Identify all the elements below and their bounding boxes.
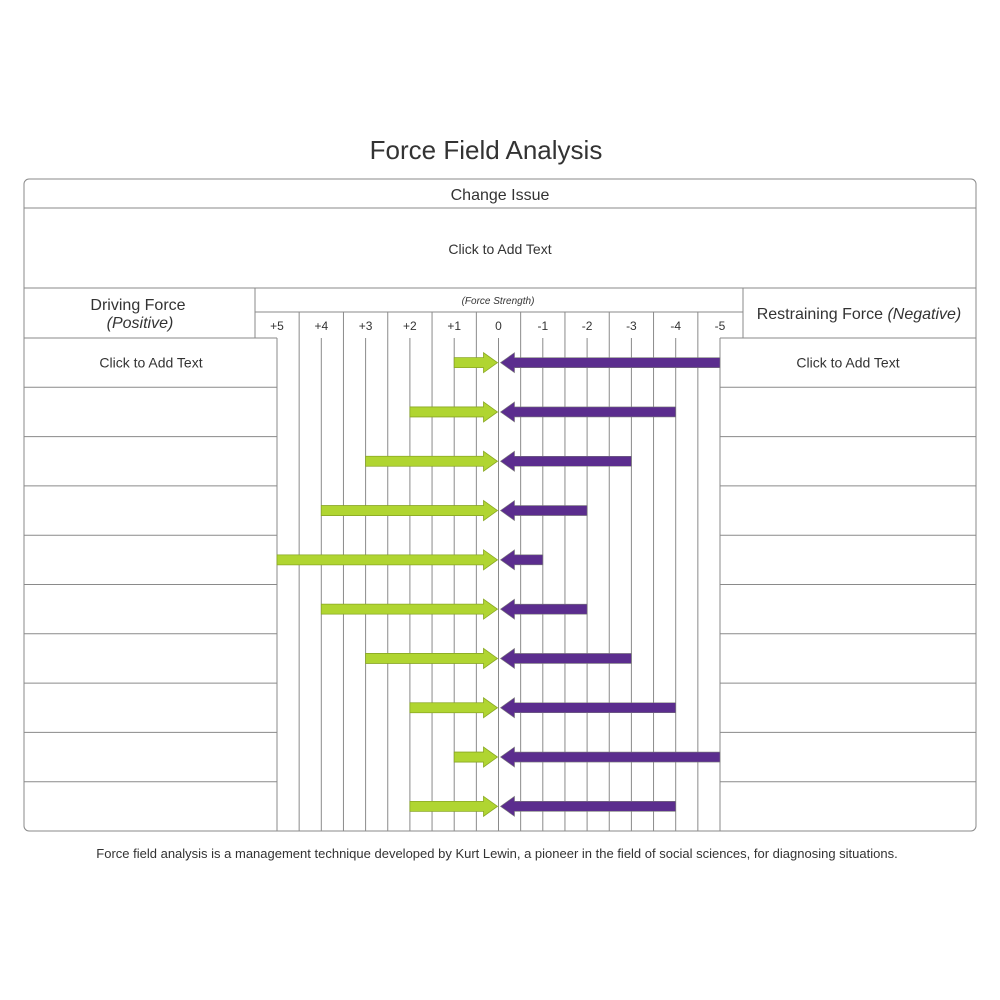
force-strength-label: (Force Strength)	[462, 296, 535, 307]
positive-force-arrow[interactable]	[409, 401, 499, 423]
negative-force-arrow[interactable]	[499, 549, 544, 571]
negative-force-arrow[interactable]	[499, 598, 588, 620]
footnote: Force field analysis is a management tec…	[96, 846, 898, 861]
positive-force-arrow[interactable]	[409, 795, 499, 818]
scale-label: -3	[626, 319, 637, 333]
negative-force-arrow[interactable]	[499, 352, 721, 374]
driving-force-label: Driving Force	[90, 297, 185, 314]
positive-force-arrow[interactable]	[409, 696, 499, 719]
negative-force-arrow[interactable]	[499, 401, 677, 423]
positive-force-arrow[interactable]	[320, 499, 499, 522]
restraining-force-heading: Restraining Force (Negative)	[757, 306, 962, 323]
change-issue-text[interactable]: Click to Add Text	[448, 241, 551, 257]
negative-force-arrow[interactable]	[499, 746, 721, 768]
negative-force-arrow[interactable]	[499, 795, 677, 817]
scale-label: 0	[495, 319, 502, 333]
force-arrows	[276, 351, 721, 818]
page-title: Force Field Analysis	[369, 135, 603, 165]
scale-label: +4	[314, 319, 328, 333]
positive-force-arrow[interactable]	[276, 549, 499, 571]
row-texts: Click to Add Text Click to Add Text	[99, 355, 899, 371]
positive-force-arrow[interactable]	[365, 450, 499, 473]
scale-label: -2	[582, 319, 593, 333]
driving-force-text[interactable]: Click to Add Text	[99, 355, 202, 371]
scale-label: -4	[670, 319, 681, 333]
negative-force-arrow[interactable]	[499, 647, 632, 670]
scale-label: +1	[447, 319, 461, 333]
scale-labels: +5 +4 +3 +2 +1 0 -1 -2 -3 -4 -5	[270, 319, 726, 333]
scale-label: +3	[359, 319, 373, 333]
scale-label: -1	[537, 319, 548, 333]
outer-frame	[23, 178, 977, 832]
scale-label: +2	[403, 319, 417, 333]
restraining-force-sub: (Negative)	[887, 306, 961, 323]
grid-lines	[23, 178, 977, 832]
scale-label: -5	[715, 319, 726, 333]
negative-force-arrow[interactable]	[499, 450, 632, 472]
positive-force-arrow[interactable]	[320, 598, 499, 620]
positive-force-arrow[interactable]	[453, 351, 499, 374]
negative-force-arrow[interactable]	[499, 499, 588, 522]
negative-force-arrow[interactable]	[499, 697, 677, 719]
positive-force-arrow[interactable]	[453, 746, 499, 768]
change-issue-label: Change Issue	[451, 187, 550, 204]
positive-force-arrow[interactable]	[365, 647, 499, 670]
restraining-force-label: Restraining Force	[757, 306, 883, 323]
driving-force-sub: (Positive)	[107, 315, 174, 332]
restraining-force-text[interactable]: Click to Add Text	[796, 355, 899, 371]
scale-label: +5	[270, 319, 284, 333]
